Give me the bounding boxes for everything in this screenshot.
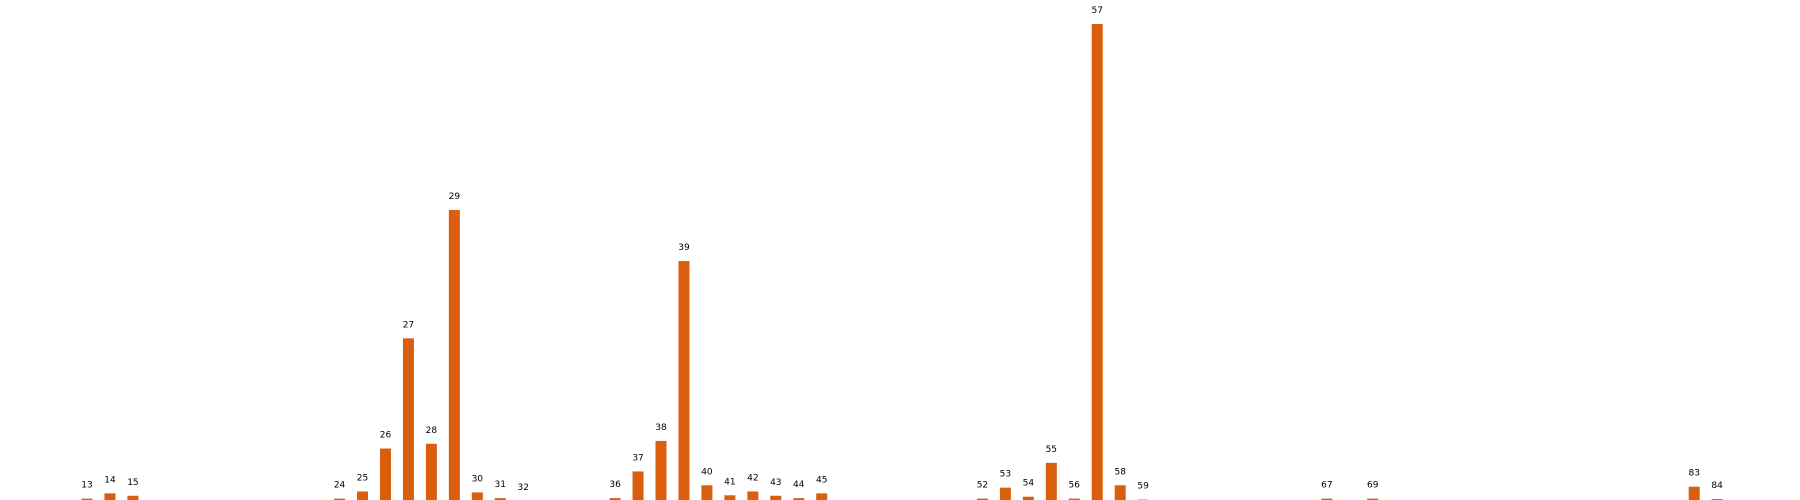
bar-label-55: 55 xyxy=(1046,445,1057,455)
bar-26 xyxy=(379,448,391,500)
bar-41 xyxy=(724,495,736,500)
bar-label-36: 36 xyxy=(609,480,621,490)
bar-57 xyxy=(1091,24,1103,500)
bar-27 xyxy=(402,338,414,500)
bar-67 xyxy=(1321,498,1333,500)
bar-label-43: 43 xyxy=(770,478,781,488)
bar-25 xyxy=(357,491,369,500)
bar-31 xyxy=(494,498,506,500)
bar-label-29: 29 xyxy=(449,192,461,202)
bar-29 xyxy=(448,210,460,500)
bar-label-37: 37 xyxy=(632,453,643,463)
bar-label-32: 32 xyxy=(518,483,529,493)
bar-14 xyxy=(104,493,116,500)
bar-label-25: 25 xyxy=(357,473,368,483)
bar-label-42: 42 xyxy=(747,473,758,483)
bar-58 xyxy=(1114,485,1126,500)
bar-69 xyxy=(1367,498,1379,500)
bar-24 xyxy=(334,498,346,500)
bar-label-27: 27 xyxy=(403,320,414,330)
bar-83 xyxy=(1688,486,1700,500)
bar-39 xyxy=(678,261,690,500)
bar-label-14: 14 xyxy=(104,475,116,485)
bar-52 xyxy=(976,498,988,500)
bar-label-26: 26 xyxy=(380,431,392,441)
bar-label-56: 56 xyxy=(1069,481,1081,491)
bar-42 xyxy=(747,491,759,500)
bar-label-58: 58 xyxy=(1114,467,1126,477)
bar-15 xyxy=(127,495,139,500)
bar-30 xyxy=(471,492,483,500)
bar-37 xyxy=(632,471,644,500)
bar-43 xyxy=(770,495,782,500)
bar-label-13: 13 xyxy=(81,481,92,491)
bar-label-31: 31 xyxy=(495,480,506,490)
bar-label-53: 53 xyxy=(1000,470,1011,480)
bar-labels-layer: 13 14 15 24 25 26 27 28 29 30 31 32 36 37 38 39 40 41 42 43… xyxy=(81,6,1723,493)
bar-label-44: 44 xyxy=(793,480,805,490)
bar-label-41: 41 xyxy=(724,477,735,487)
bar-56 xyxy=(1068,498,1080,500)
bar-label-28: 28 xyxy=(426,426,438,436)
bar-label-84: 84 xyxy=(1711,481,1723,491)
bar-label-39: 39 xyxy=(678,243,690,253)
bar-label-83: 83 xyxy=(1688,469,1699,479)
bar-38 xyxy=(655,440,667,500)
bar-label-45: 45 xyxy=(816,475,827,485)
bar-label-59: 59 xyxy=(1137,482,1149,492)
bar-label-30: 30 xyxy=(472,474,484,484)
bar-28 xyxy=(425,443,437,500)
bar-label-67: 67 xyxy=(1321,481,1332,491)
bar-label-38: 38 xyxy=(655,423,667,433)
bar-label-57: 57 xyxy=(1092,6,1103,16)
bar-label-52: 52 xyxy=(977,481,988,491)
bar-label-15: 15 xyxy=(127,478,138,488)
bar-55 xyxy=(1045,462,1057,500)
bar-36 xyxy=(609,498,621,500)
bar-54 xyxy=(1022,496,1034,500)
bar-44 xyxy=(793,498,805,500)
bar-13 xyxy=(81,498,93,500)
bar-label-40: 40 xyxy=(701,467,713,477)
bar-label-24: 24 xyxy=(334,481,346,491)
bar-40 xyxy=(701,485,713,500)
bar-53 xyxy=(999,487,1011,500)
bars-layer xyxy=(81,24,1723,500)
bar-label-54: 54 xyxy=(1023,479,1035,489)
bar-45 xyxy=(816,493,828,500)
bar-label-69: 69 xyxy=(1367,481,1379,491)
